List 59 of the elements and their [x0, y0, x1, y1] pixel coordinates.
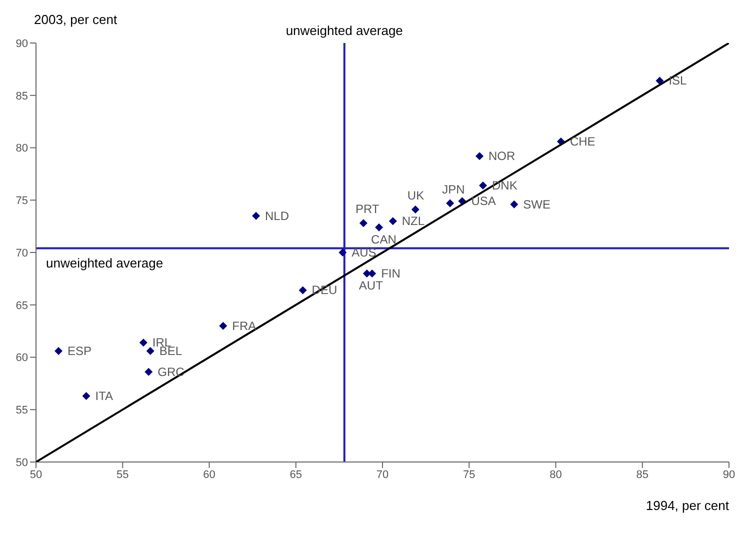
y-tick-label: 75 — [16, 195, 28, 208]
point — [510, 200, 518, 208]
data-label: AUS — [352, 246, 376, 260]
y-tick-label: 70 — [16, 247, 28, 260]
y-tick-label: 55 — [16, 404, 28, 417]
ref-line-label: unweighted average — [286, 23, 403, 38]
data-label: NZL — [402, 214, 425, 228]
data-label: PRT — [355, 202, 380, 216]
x-tick-label: 85 — [636, 468, 648, 481]
point — [82, 392, 90, 400]
data-label: JPN — [442, 182, 465, 196]
data-label: GRC — [158, 364, 185, 379]
y-tick-label: 80 — [16, 142, 28, 155]
point — [252, 212, 260, 220]
data-label: ISL — [668, 74, 688, 88]
x-tick-label: 80 — [550, 468, 562, 481]
point — [139, 338, 148, 347]
data-label: FRA — [232, 318, 256, 333]
y-tick-label: 65 — [16, 300, 28, 312]
point — [298, 286, 307, 294]
x-tick-label: 75 — [463, 468, 476, 481]
x-axis-title: 1994, per cent — [646, 498, 729, 513]
point — [478, 181, 487, 190]
x-tick-label: 70 — [376, 468, 389, 481]
data-label: FIN — [381, 266, 400, 280]
y-tick-label: 90 — [16, 38, 28, 50]
y-axis-title: 2003, per cent — [34, 12, 118, 27]
point — [375, 223, 384, 232]
point — [338, 248, 347, 256]
data-label: CAN — [371, 232, 396, 246]
data-label: DNK — [492, 178, 518, 192]
y-tick-label: 50 — [16, 456, 28, 469]
x-tick-label: 50 — [30, 468, 42, 481]
data-label: ESP — [68, 344, 92, 358]
point — [359, 219, 368, 228]
point — [656, 76, 664, 85]
data-label: USA — [471, 194, 496, 208]
point — [388, 217, 397, 226]
ref-line-label: unweighted average — [46, 256, 164, 271]
x-tick-label: 60 — [203, 468, 216, 481]
point — [219, 322, 228, 330]
data-label: CHE — [570, 134, 596, 148]
y-tick-label: 60 — [16, 352, 28, 364]
data-label: SWE — [523, 197, 551, 212]
data-label: AUT — [358, 278, 384, 292]
y-tick-label: 85 — [16, 90, 28, 102]
point — [446, 199, 454, 208]
point — [411, 206, 420, 214]
point — [144, 368, 153, 376]
data-label: ITA — [95, 389, 114, 404]
x-tick-label: 90 — [722, 468, 736, 481]
x-tick-label: 65 — [290, 468, 302, 481]
point — [54, 346, 63, 355]
data-label: NOR — [488, 149, 516, 164]
point — [476, 152, 484, 160]
data-label: NLD — [265, 208, 290, 223]
data-label: UK — [407, 188, 424, 203]
x-tick-label: 55 — [116, 468, 129, 481]
point — [146, 346, 154, 355]
